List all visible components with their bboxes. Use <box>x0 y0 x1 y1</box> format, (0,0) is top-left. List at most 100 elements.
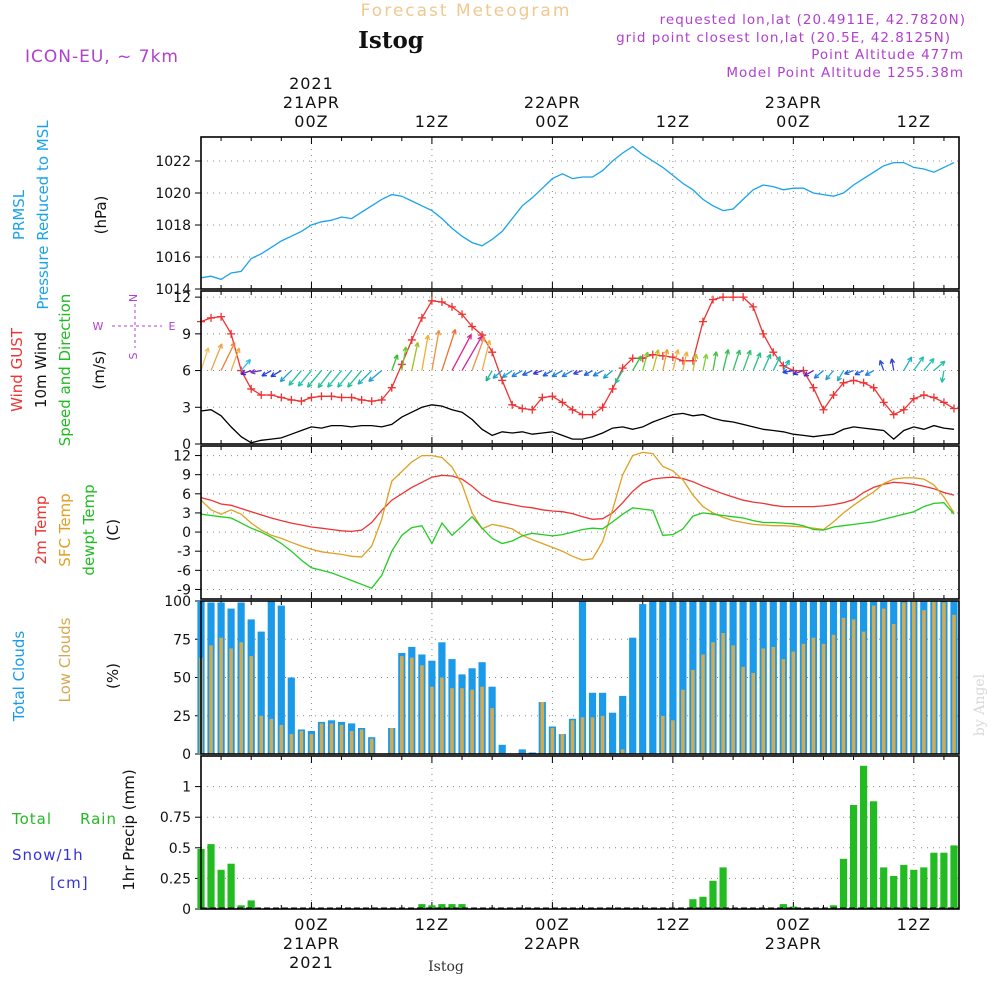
wind-arrow-shaft <box>836 370 845 382</box>
wind-arrow <box>682 351 689 371</box>
low-cloud-bar <box>871 605 876 754</box>
wind-arrow-head <box>492 373 499 379</box>
wind-arrow-head <box>217 343 223 349</box>
wind-arrow-shaft <box>327 370 343 388</box>
wind-arrow-shaft <box>652 349 660 371</box>
wind-arrow-head <box>724 349 730 355</box>
wind-arrow-shaft <box>879 360 885 371</box>
rain-bar <box>920 867 928 909</box>
top-time-label: 23APR <box>765 93 822 112</box>
closest-grid-point: grid point closest lon,lat (20.5E, 42.81… <box>616 30 951 46</box>
wind-arrow-shaft <box>702 353 708 371</box>
wind-arrow <box>532 369 543 375</box>
wind-arrow <box>441 329 457 371</box>
bottom-time-label: 2021 <box>289 953 334 972</box>
wind-arrow <box>401 346 408 371</box>
wind-arrow-shaft <box>682 351 688 371</box>
gust-marker <box>578 410 587 419</box>
gust-marker <box>367 397 376 406</box>
wind-arrow <box>327 370 343 388</box>
wind-arrow-shaft <box>742 350 752 371</box>
wind-arrow-head <box>792 370 799 376</box>
precip-ytick-label: 0.5 <box>169 841 191 857</box>
wind-arrow <box>391 354 399 371</box>
wind-arrow-head <box>643 351 650 358</box>
gust-marker <box>538 393 547 402</box>
wind-arrow-head <box>240 370 247 376</box>
wind-arrow-head <box>864 370 871 377</box>
wind-arrow-shaft <box>357 370 373 385</box>
wind-arrow <box>288 370 302 386</box>
wind-arrow-shaft <box>592 369 603 377</box>
pressure-ytick-label: 1018 <box>155 218 191 234</box>
gust-marker <box>447 302 456 311</box>
gust-marker <box>548 392 557 401</box>
wind-arrow-head <box>402 346 408 352</box>
top-time-label: 21APR <box>283 93 340 112</box>
wind-arrow <box>583 369 593 377</box>
wind-arrow-shaft <box>865 369 874 376</box>
gust-marker <box>879 398 888 407</box>
footer-station: Istog <box>428 959 464 975</box>
wind-arrow-head <box>357 379 364 385</box>
low-cloud-bar <box>902 602 906 754</box>
wind-arrow-shaft <box>200 347 210 371</box>
wind-arrow <box>347 370 363 388</box>
wind-arrow-head <box>844 369 850 375</box>
wind-arrow-head <box>592 371 599 377</box>
wind-arrow <box>632 355 642 371</box>
gust-marker <box>508 400 517 409</box>
wind-arrow-shaft <box>551 369 563 378</box>
wind-arrow-shaft <box>561 369 573 378</box>
wind-arrow <box>411 341 420 371</box>
wind-arrow <box>279 370 292 383</box>
gust-marker <box>729 293 738 302</box>
wind-arrow-head <box>803 371 810 377</box>
rain-bar <box>428 905 436 909</box>
wind-arrow-shaft <box>391 354 399 371</box>
gust-marker <box>929 393 938 402</box>
bottom-time-label: 23APR <box>765 934 822 953</box>
gust-marker <box>919 391 928 400</box>
wind-arrow <box>662 349 670 371</box>
low-cloud-bar <box>309 734 314 754</box>
wind-ytick-label: 9 <box>182 327 191 343</box>
pressure-ytick-label: 1016 <box>155 250 191 266</box>
gust-marker <box>859 378 868 387</box>
wind-arrow <box>511 369 523 378</box>
wind-arrow-head <box>907 356 913 363</box>
bottom-time-label: 12Z <box>897 915 931 934</box>
wind-arrow-shaft <box>337 370 353 388</box>
clouds-ytick-label: 50 <box>173 671 191 687</box>
total-cloud-bar <box>267 601 275 754</box>
low-cloud-bar <box>389 728 394 754</box>
wind-arrow-shaft <box>542 369 553 377</box>
wind-arrow-head <box>279 376 286 383</box>
gust-marker <box>769 348 778 357</box>
gust-marker <box>307 393 316 402</box>
wind-arrow <box>712 351 719 371</box>
wind-arrow-head <box>485 339 492 346</box>
pressure-labels: PRMSL Pressure Reduced to MSL (hPa) <box>10 120 110 310</box>
wind-ytick-label: 0 <box>182 437 191 453</box>
wind-arrow-shaft <box>502 370 513 378</box>
wind-arrow-head <box>756 352 762 358</box>
gust-marker <box>719 293 728 302</box>
precip-label-rain: Rain <box>80 810 117 828</box>
wind-arrow <box>878 359 885 371</box>
wind-arrow-head <box>485 375 491 382</box>
wind-arrow-head <box>889 358 896 364</box>
low-cloud-bar <box>701 654 705 754</box>
wind-arrow <box>200 347 210 371</box>
wind-arrow <box>561 369 573 378</box>
pressure-label-unit: (hPa) <box>92 196 110 235</box>
wind-arrow-head <box>712 351 719 357</box>
compass-w: W <box>93 320 104 333</box>
wind-arrow-head <box>297 381 304 387</box>
temp-label-unit: (C) <box>104 519 122 541</box>
wind-arrow-shaft <box>240 359 251 371</box>
wind-arrow <box>903 356 913 371</box>
low-cloud-bar <box>319 723 324 754</box>
low-cloud-bar <box>661 715 665 755</box>
temperature-ytick-label: -9 <box>177 582 191 598</box>
